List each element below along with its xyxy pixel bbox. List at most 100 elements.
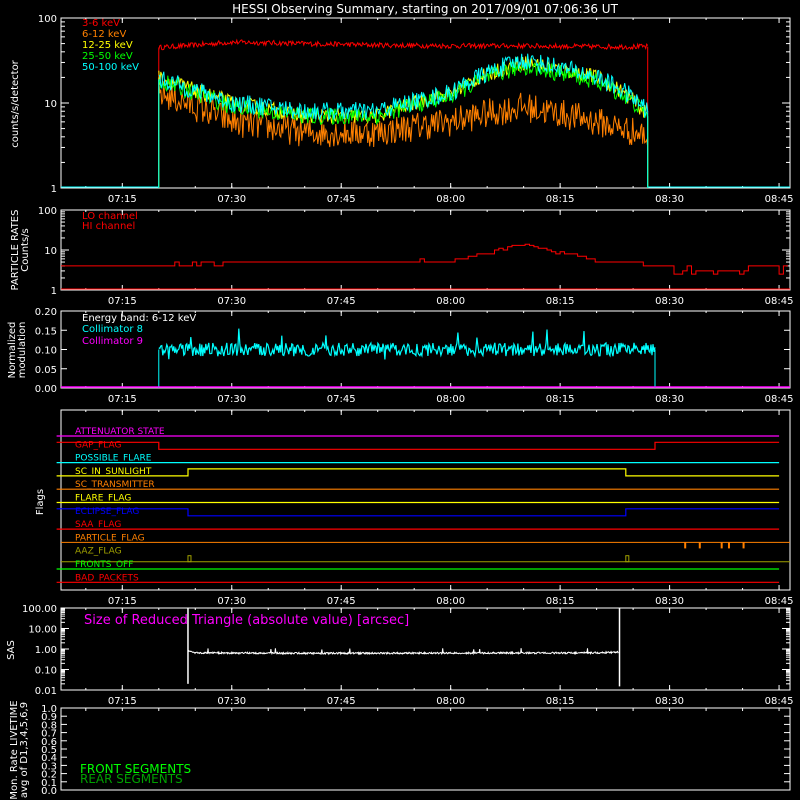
flag-label-7: SAA_FLAG <box>75 520 121 530</box>
particle-legend-lo: LO channel <box>82 211 138 222</box>
mod-panel-xtick-label: 07:30 <box>217 394 246 405</box>
sas-series <box>187 648 619 656</box>
flag-label-10: FRONTS_OFF <box>75 560 133 570</box>
livetime-legend-front: FRONT SEGMENTS <box>80 762 191 776</box>
count-panel-ytick-label: 100 <box>38 14 57 25</box>
particle-panel-xtick-label: 08:45 <box>765 296 794 307</box>
livetime-panel-ytick-label: 0.5 <box>41 745 57 756</box>
count-panel-xtick-label: 08:15 <box>546 194 575 205</box>
particle-ylabel-2: Counts/s <box>20 228 31 272</box>
livetime-panel-ytick-label: 0.1 <box>41 778 57 789</box>
count-panel-xtick-label: 07:45 <box>327 194 356 205</box>
mod-panel-ytick-label: 0.05 <box>35 365 57 376</box>
mod-panel-xtick-label: 07:45 <box>327 394 356 405</box>
livetime-ylabel-2: avg of D1,3,4,5,6,9 <box>19 702 30 798</box>
count-series-4 <box>158 53 649 121</box>
flag-label-3: SC_IN_SUNLIGHT <box>75 467 152 477</box>
mod-legend-8: Collimator 8 <box>82 324 143 335</box>
mod-panel-xtick-label: 07:15 <box>108 394 137 405</box>
particle-ylabel-1: PARTICLE RATES <box>10 210 21 291</box>
mod-panel-xtick-label: 08:00 <box>436 394 465 405</box>
count-legend-0: 3-6 keV <box>82 18 120 29</box>
livetime-panel-ytick-label: 0.0 <box>41 786 57 797</box>
mod-panel-ytick-label: 0.15 <box>35 326 57 337</box>
flags-panel-xtick-label: 08:30 <box>655 596 684 607</box>
count-panel-ytick-label: 1 <box>51 184 57 195</box>
mod-legend-9: Collimator 9 <box>82 336 143 347</box>
sas-panel-xtick-label: 08:30 <box>655 696 684 707</box>
sas-annotation: Size of Reduced Triangle (absolute value… <box>84 613 409 628</box>
mod-panel-xtick-label: 08:30 <box>655 394 684 405</box>
livetime-panel-ytick-label: 0.8 <box>41 720 57 731</box>
mod-panel-ytick-label: 0.10 <box>35 346 57 357</box>
flag-line-6 <box>56 508 780 517</box>
mod-panel-xtick-label: 08:45 <box>765 394 794 405</box>
flags-panel-xtick-label: 07:45 <box>327 596 356 607</box>
flags-panel-xtick-label: 07:15 <box>108 596 137 607</box>
sas-panel-xtick-label: 08:45 <box>765 696 794 707</box>
particle-panel-xtick-label: 08:15 <box>546 296 575 307</box>
flag-line-3 <box>56 468 780 477</box>
particle-panel-ytick-label: 10 <box>44 246 57 257</box>
sas-panel-ytick-label: 10.00 <box>28 625 57 636</box>
count-series-1 <box>158 79 649 148</box>
flag-label-1: GAP_FLAG <box>75 440 121 450</box>
mod-ylabel-2: modulation <box>17 322 28 379</box>
livetime-panel-ytick-label: 0.6 <box>41 737 57 748</box>
flags-panel-xtick-label: 08:45 <box>765 596 794 607</box>
livetime-panel-ytick-label: 1.0 <box>41 704 57 715</box>
mod-panel-ytick-label: 0.00 <box>35 384 57 395</box>
flags-panel-xtick-label: 07:30 <box>217 596 246 607</box>
particle-panel-xtick-label: 08:00 <box>436 296 465 307</box>
flags-panel-xtick-label: 08:15 <box>546 596 575 607</box>
livetime-panel-ytick-label: 0.2 <box>41 770 57 781</box>
flag-label-11: BAD_PACKETS <box>75 573 139 583</box>
aaz-flag-mark <box>625 555 630 563</box>
flags-panel-xtick-label: 08:00 <box>436 596 465 607</box>
particle-panel-xtick-label: 07:45 <box>327 296 356 307</box>
mod-panel-xtick-label: 08:15 <box>546 394 575 405</box>
sas-panel-xtick-label: 08:00 <box>436 696 465 707</box>
particle-flag-mark <box>742 542 745 549</box>
sas-panel-xtick-label: 07:30 <box>217 696 246 707</box>
sas-panel-xtick-label: 07:15 <box>108 696 137 707</box>
count-ylabel: counts/s/detector <box>10 59 21 147</box>
count-panel-ytick-label: 10 <box>44 99 57 110</box>
collimator-8-series <box>158 328 656 360</box>
livetime-panel-ytick-label: 0.4 <box>41 753 57 764</box>
flags-panel-frame <box>60 409 791 591</box>
flag-label-2: POSSIBLE_FLARE <box>75 454 152 464</box>
livetime-panel-ytick-label: 0.9 <box>41 712 57 723</box>
particle-flag-mark <box>698 542 701 549</box>
sas-panel-ytick-label: 0.01 <box>35 686 57 697</box>
mod-panel-ytick-label: 0.20 <box>35 307 57 318</box>
aaz-flag-mark <box>187 555 192 563</box>
count-legend-1: 6-12 keV <box>82 29 126 40</box>
count-legend-3: 25-50 keV <box>82 51 133 62</box>
particle-flag-mark <box>684 542 687 549</box>
count-panel-xtick-label: 07:30 <box>217 194 246 205</box>
particle-panel-ytick-label: 100 <box>38 206 57 217</box>
sas-panel-ytick-label: 100.00 <box>22 604 57 615</box>
flag-label-8: PARTICLE_FLAG <box>75 533 145 543</box>
sas-panel-ytick-label: 1.00 <box>35 645 57 656</box>
flag-label-5: FLARE_FLAG <box>75 494 131 504</box>
flag-line-1 <box>56 441 780 450</box>
livetime-ylabel-1: Mon. Rate LIVETIME <box>9 700 20 799</box>
sas-panel-xtick-label: 08:15 <box>546 696 575 707</box>
count-panel-xtick-label: 07:15 <box>108 194 137 205</box>
sas-panel-ytick-label: 0.10 <box>35 666 57 677</box>
count-panel-xtick-label: 08:30 <box>655 194 684 205</box>
count-panel-xtick-label: 08:45 <box>765 194 794 205</box>
count-series-2 <box>158 56 649 125</box>
particle-legend-hi: HI channel <box>82 221 135 232</box>
particle-flag-mark <box>727 542 730 549</box>
count-series-0 <box>158 38 649 51</box>
flag-label-0: ATTENUATOR STATE <box>75 427 165 437</box>
count-panel-xtick-label: 08:00 <box>436 194 465 205</box>
hi-channel-series <box>61 243 788 275</box>
mod-annotation: Energy band: 6-12 keV <box>82 313 196 324</box>
particle-panel-xtick-label: 07:15 <box>108 296 137 307</box>
particle-panel-frame <box>60 209 791 291</box>
